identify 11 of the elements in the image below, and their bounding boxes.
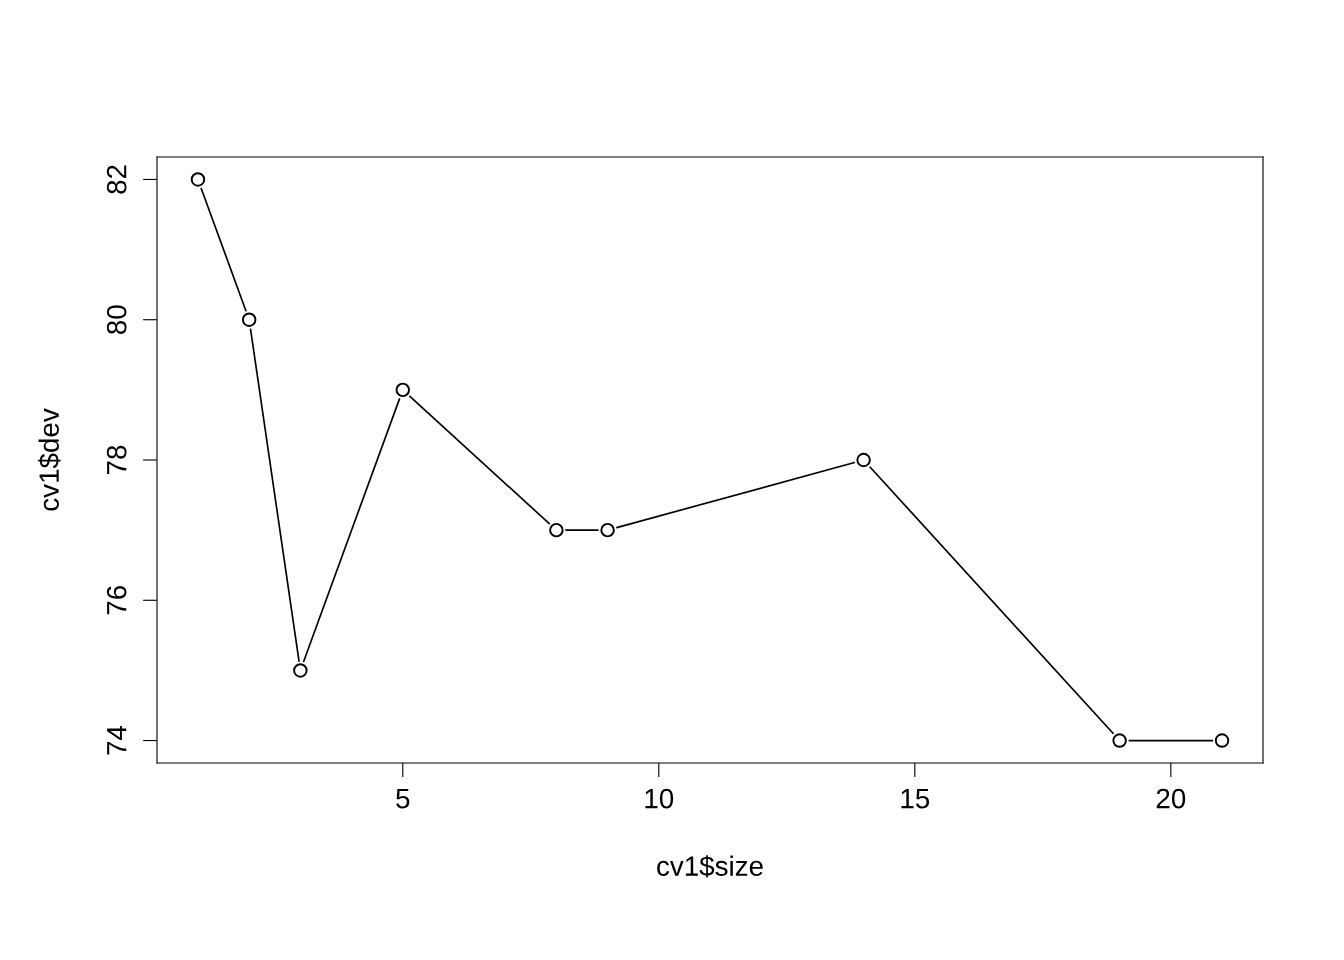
y-axis-title: cv1$dev bbox=[38, 408, 61, 511]
x-tick-label: 20 bbox=[1156, 788, 1186, 809]
x-tick-label: 15 bbox=[901, 789, 930, 809]
x-tick-label: 5 bbox=[396, 789, 410, 809]
y-tick-label: 76 bbox=[106, 586, 127, 615]
y-tick-label: 82 bbox=[106, 165, 127, 194]
y-tick-label: 80 bbox=[106, 305, 127, 334]
y-tick-label: 74 bbox=[107, 725, 127, 755]
x-axis-title: cv1$size bbox=[657, 855, 763, 878]
x-tick-label: 10 bbox=[645, 788, 674, 809]
y-tick-label: 78 bbox=[106, 445, 127, 475]
